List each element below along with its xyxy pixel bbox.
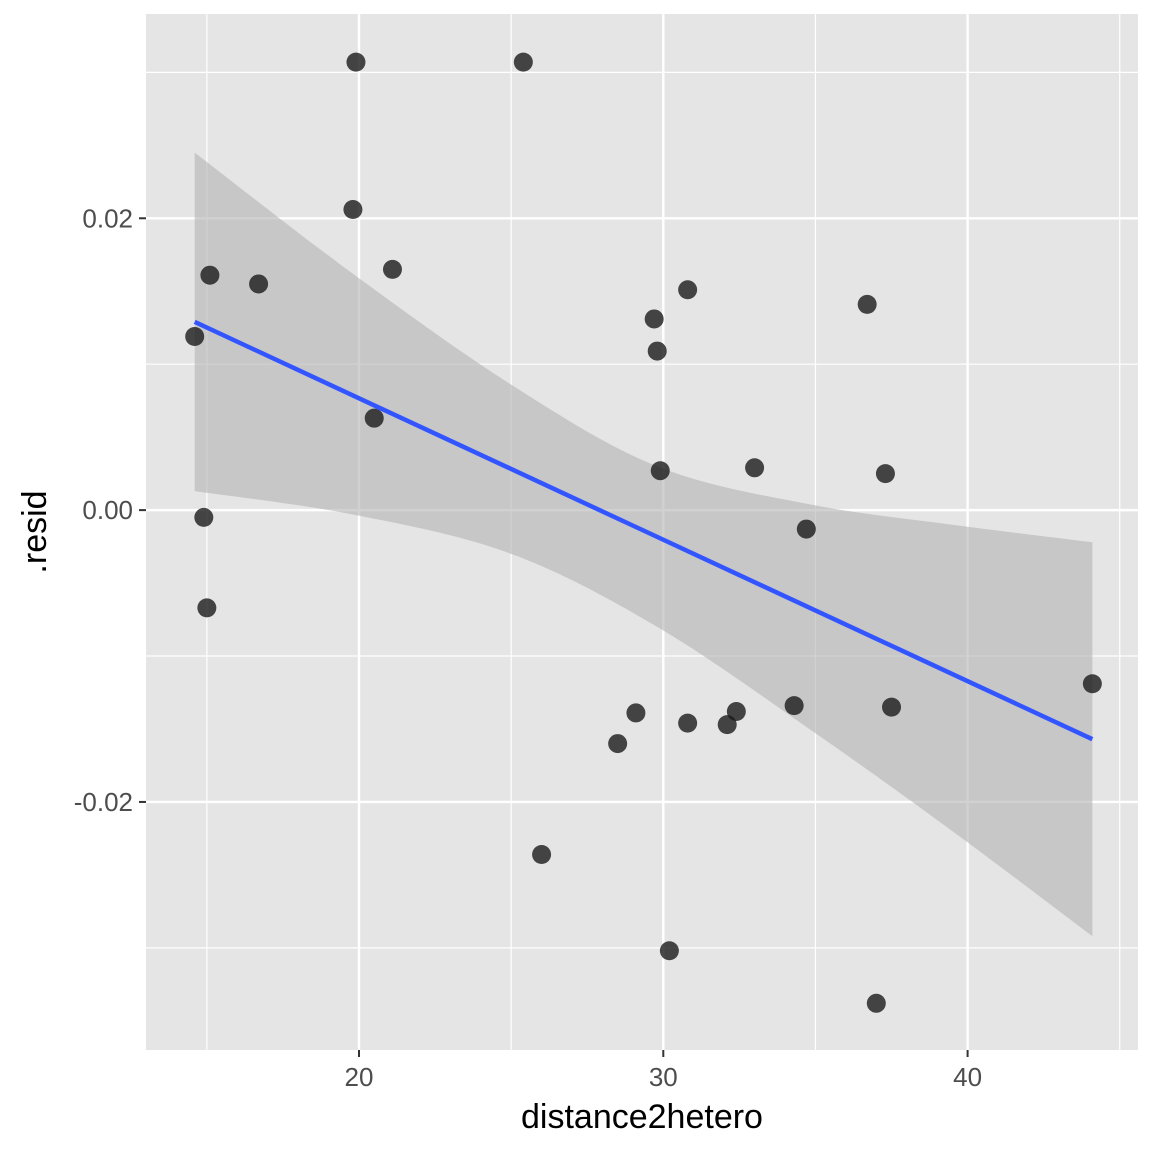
data-point	[1082, 674, 1102, 694]
data-point	[382, 259, 402, 279]
data-point	[608, 734, 628, 754]
data-point	[745, 458, 765, 478]
x-axis-title: distance2hetero	[521, 1098, 763, 1136]
x-tick-label: 40	[953, 1062, 982, 1092]
data-point	[644, 309, 664, 329]
y-tick-label: -0.02	[74, 787, 133, 817]
confidence-band	[194, 152, 1093, 937]
x-tick-label: 30	[649, 1062, 678, 1092]
y-axis: -0.02 0.00 0.02	[74, 203, 146, 817]
data-points	[185, 52, 1102, 1013]
data-point	[346, 52, 366, 72]
data-point	[364, 408, 384, 428]
data-point	[650, 461, 670, 481]
y-tick-label: 0.00	[82, 495, 133, 525]
data-point	[659, 941, 679, 961]
data-point	[857, 294, 877, 314]
y-axis-title: .resid	[16, 490, 54, 573]
data-point	[197, 598, 217, 618]
data-point	[866, 993, 886, 1013]
data-point	[343, 200, 363, 220]
data-point	[185, 326, 205, 346]
fit-line	[193, 319, 1094, 742]
x-axis: 20 30 40	[345, 1050, 982, 1092]
y-tick-label: 0.02	[82, 203, 133, 233]
data-point	[882, 697, 902, 717]
data-point	[532, 844, 552, 864]
data-point	[678, 713, 698, 733]
data-point	[626, 703, 646, 723]
data-point	[796, 519, 816, 539]
x-tick-label: 20	[345, 1062, 374, 1092]
data-point	[200, 265, 220, 285]
data-point	[249, 274, 269, 294]
data-point	[194, 507, 214, 527]
data-point	[647, 341, 667, 361]
data-point	[875, 464, 895, 484]
data-point	[513, 52, 533, 72]
data-point	[784, 696, 804, 716]
data-point	[678, 280, 698, 300]
data-point	[726, 701, 746, 721]
